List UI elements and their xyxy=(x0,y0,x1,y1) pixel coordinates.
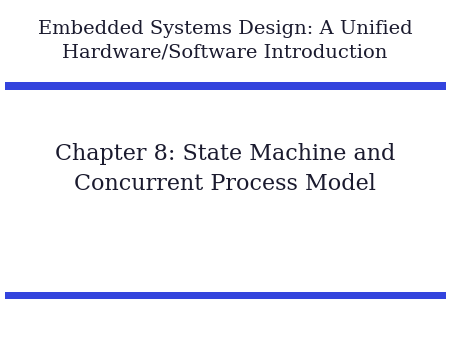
Bar xyxy=(4,292,446,299)
Bar xyxy=(4,82,446,90)
Text: Embedded Systems Design: A Unified
Hardware/Software Introduction: Embedded Systems Design: A Unified Hardw… xyxy=(38,20,412,62)
Text: Chapter 8: State Machine and
Concurrent Process Model: Chapter 8: State Machine and Concurrent … xyxy=(55,143,395,195)
